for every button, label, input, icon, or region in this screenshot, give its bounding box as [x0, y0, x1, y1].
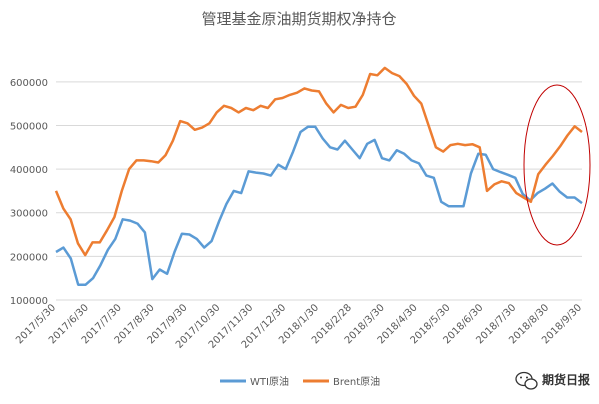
- grid: [56, 81, 582, 301]
- x-axis-ticks: 2017/5/302017/6/302017/7/302017/8/302017…: [14, 302, 584, 351]
- y-axis-ticks: 100000 200000 300000 400000 500000 600000: [10, 78, 48, 307]
- series-lines: [54, 66, 583, 286]
- wechat-icon: [515, 371, 538, 390]
- y-tick-label: 500000: [10, 121, 48, 132]
- y-tick-label: 300000: [10, 209, 48, 220]
- y-tick-label: 600000: [10, 78, 48, 89]
- y-tick-label: 400000: [10, 165, 48, 176]
- legend-item-brent: Brent原油: [303, 375, 380, 388]
- highlight-ellipse: [523, 84, 591, 246]
- legend: WTI原油 Brent原油: [220, 375, 380, 388]
- legend-item-wti: WTI原油: [220, 375, 289, 388]
- legend-label-wti: WTI原油: [250, 375, 289, 388]
- series-line-wti: [55, 125, 583, 286]
- y-tick-label: 100000: [10, 296, 48, 307]
- y-tick-label: 200000: [10, 252, 48, 263]
- legend-label-brent: Brent原油: [333, 375, 380, 388]
- watermark: 期货日报: [515, 371, 590, 390]
- watermark-text: 期货日报: [542, 372, 590, 387]
- chart-title: 管理基金原油期货期权净持仓: [201, 10, 396, 28]
- series-line-brent: [54, 66, 583, 257]
